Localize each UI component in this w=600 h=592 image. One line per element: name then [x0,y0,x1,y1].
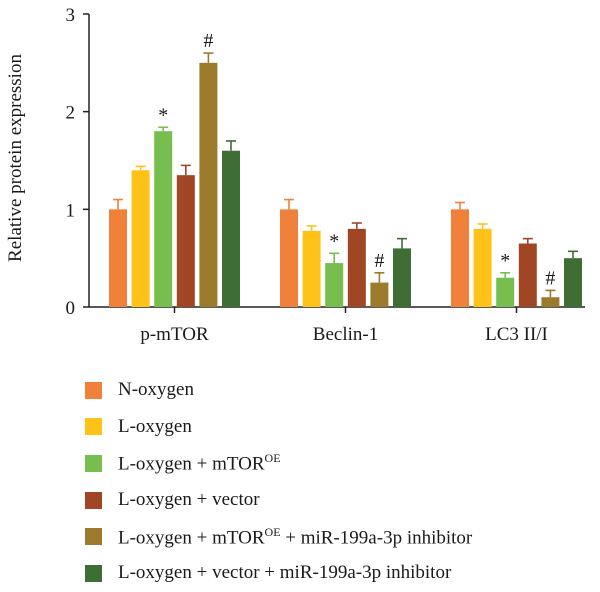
legend-label: L-oxygen [118,415,192,437]
bar [325,263,344,307]
x-tick-label: LC3 II/I [485,324,548,345]
legend-item: N-oxygen [85,372,472,409]
significance-mark: # [203,30,213,52]
legend-label: L-oxygen + mTOROE + miR-199a-3p inhibito… [118,524,473,548]
bar [451,209,469,307]
bar [109,209,127,307]
bar [131,170,150,307]
legend-label: L-oxygen + mTOROE [118,451,281,475]
legend: N-oxygen L-oxygen L-oxygen + mTOROE L-oxyge… [85,372,472,592]
bar [564,258,582,307]
bar [154,131,173,307]
bar-chart: 0 1 2 3 Relative protein expression * # p-mTOR *… [5,5,585,345]
legend-label-superscript: OE [264,451,281,466]
legend-label: L-oxygen + vector + miR-199a-3p inhibito… [118,562,452,584]
y-tick-label: 1 [66,200,76,221]
significance-mark: * [158,104,168,126]
bar [302,230,321,307]
x-tick-label: p-mTOR [140,324,209,345]
y-tick-label: 0 [66,298,76,319]
bar [222,150,240,307]
bar [199,62,218,308]
legend-item: L-oxygen [85,409,472,446]
legend-swatch [85,564,102,582]
significance-mark: * [329,230,339,252]
legend-item: L-oxygen + mTOROE [85,445,472,482]
x-tick-label: Beclin-1 [313,324,378,345]
bar [473,228,492,307]
legend-swatch [85,528,102,546]
legend-label: L-oxygen + vector [118,489,260,511]
bar [541,297,560,307]
legend-item: L-oxygen + vector + miR-199a-3p inhibito… [85,555,472,592]
significance-mark: # [545,267,555,289]
legend-swatch [85,418,102,436]
significance-mark: * [500,250,510,272]
bar [518,243,537,307]
legend-swatch [85,381,102,399]
bar [347,228,366,307]
bar [496,277,515,307]
y-tick-label: 3 [66,5,76,26]
bar [370,282,389,307]
legend-item: L-oxygen + vector [85,482,472,519]
bar [176,175,195,307]
bar [280,209,298,307]
legend-swatch [85,454,102,472]
y-tick-label: 2 [66,103,76,124]
legend-label-superscript: OE [264,524,281,539]
legend-swatch [85,491,102,509]
legend-label: N-oxygen [118,379,194,401]
significance-mark: # [374,250,384,272]
legend-item: L-oxygen + mTOROE + miR-199a-3p inhibito… [85,518,472,555]
bar [393,248,411,307]
y-axis-label: Relative protein expression [5,54,26,262]
